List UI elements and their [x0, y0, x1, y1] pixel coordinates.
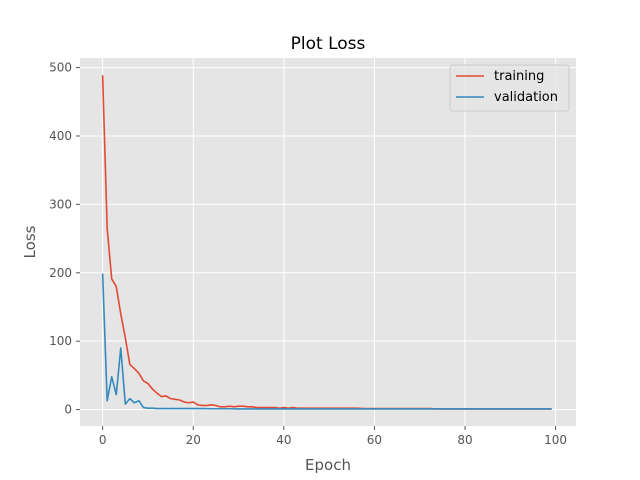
- y-tick-label: 200: [49, 266, 72, 280]
- x-tick-label: 40: [276, 433, 291, 447]
- y-axis-label: Loss: [21, 225, 39, 258]
- x-axis-label: Epoch: [305, 456, 351, 474]
- y-axis-ticks: 0 100 200 300 400 500: [49, 61, 80, 417]
- x-tick-label: 60: [367, 433, 382, 447]
- y-tick-label: 400: [49, 129, 72, 143]
- x-tick-label: 0: [99, 433, 107, 447]
- y-tick-label: 500: [49, 61, 72, 75]
- plot-area: [80, 58, 576, 426]
- x-tick-label: 100: [544, 433, 567, 447]
- grid: [80, 58, 576, 426]
- y-tick-label: 300: [49, 197, 72, 211]
- chart-title: Plot Loss: [291, 34, 366, 54]
- x-tick-label: 80: [457, 433, 472, 447]
- series-line-validation: [101, 273, 552, 410]
- x-axis-ticks: 0 20 40 60 80 100: [99, 426, 567, 447]
- series-layer: [101, 74, 552, 410]
- legend-label-validation: validation: [494, 90, 558, 105]
- legend-label-training: training: [494, 69, 544, 84]
- legend: training validation: [449, 64, 570, 112]
- y-tick-label: 100: [49, 334, 72, 348]
- x-tick-label: 20: [186, 433, 201, 447]
- y-tick-label: 0: [64, 403, 72, 417]
